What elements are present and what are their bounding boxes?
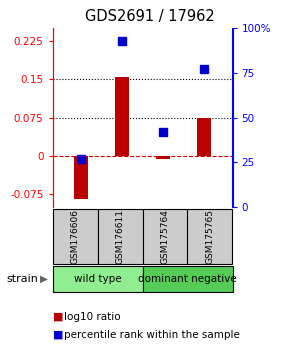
Bar: [74, 156, 88, 199]
Text: GSM175765: GSM175765: [206, 209, 214, 264]
Text: GSM176606: GSM176606: [70, 209, 80, 264]
Text: wild type: wild type: [74, 274, 121, 284]
Text: GSM176611: GSM176611: [116, 209, 124, 264]
Text: GDS2691 / 17962: GDS2691 / 17962: [85, 9, 215, 24]
Text: strain: strain: [6, 274, 38, 284]
Bar: [52, 266, 142, 292]
Text: percentile rank within the sample: percentile rank within the sample: [64, 330, 240, 339]
Bar: [142, 209, 188, 264]
Bar: [142, 266, 232, 292]
Bar: [197, 118, 211, 156]
Text: ■: ■: [52, 312, 63, 322]
Bar: [188, 209, 232, 264]
Bar: [52, 209, 98, 264]
Bar: [115, 77, 129, 156]
Bar: [156, 156, 170, 159]
Text: GSM175764: GSM175764: [160, 209, 169, 264]
Text: ■: ■: [52, 330, 63, 339]
Text: ▶: ▶: [40, 274, 47, 284]
Bar: [98, 209, 142, 264]
Text: dominant negative: dominant negative: [138, 274, 237, 284]
Text: log10 ratio: log10 ratio: [64, 312, 121, 322]
